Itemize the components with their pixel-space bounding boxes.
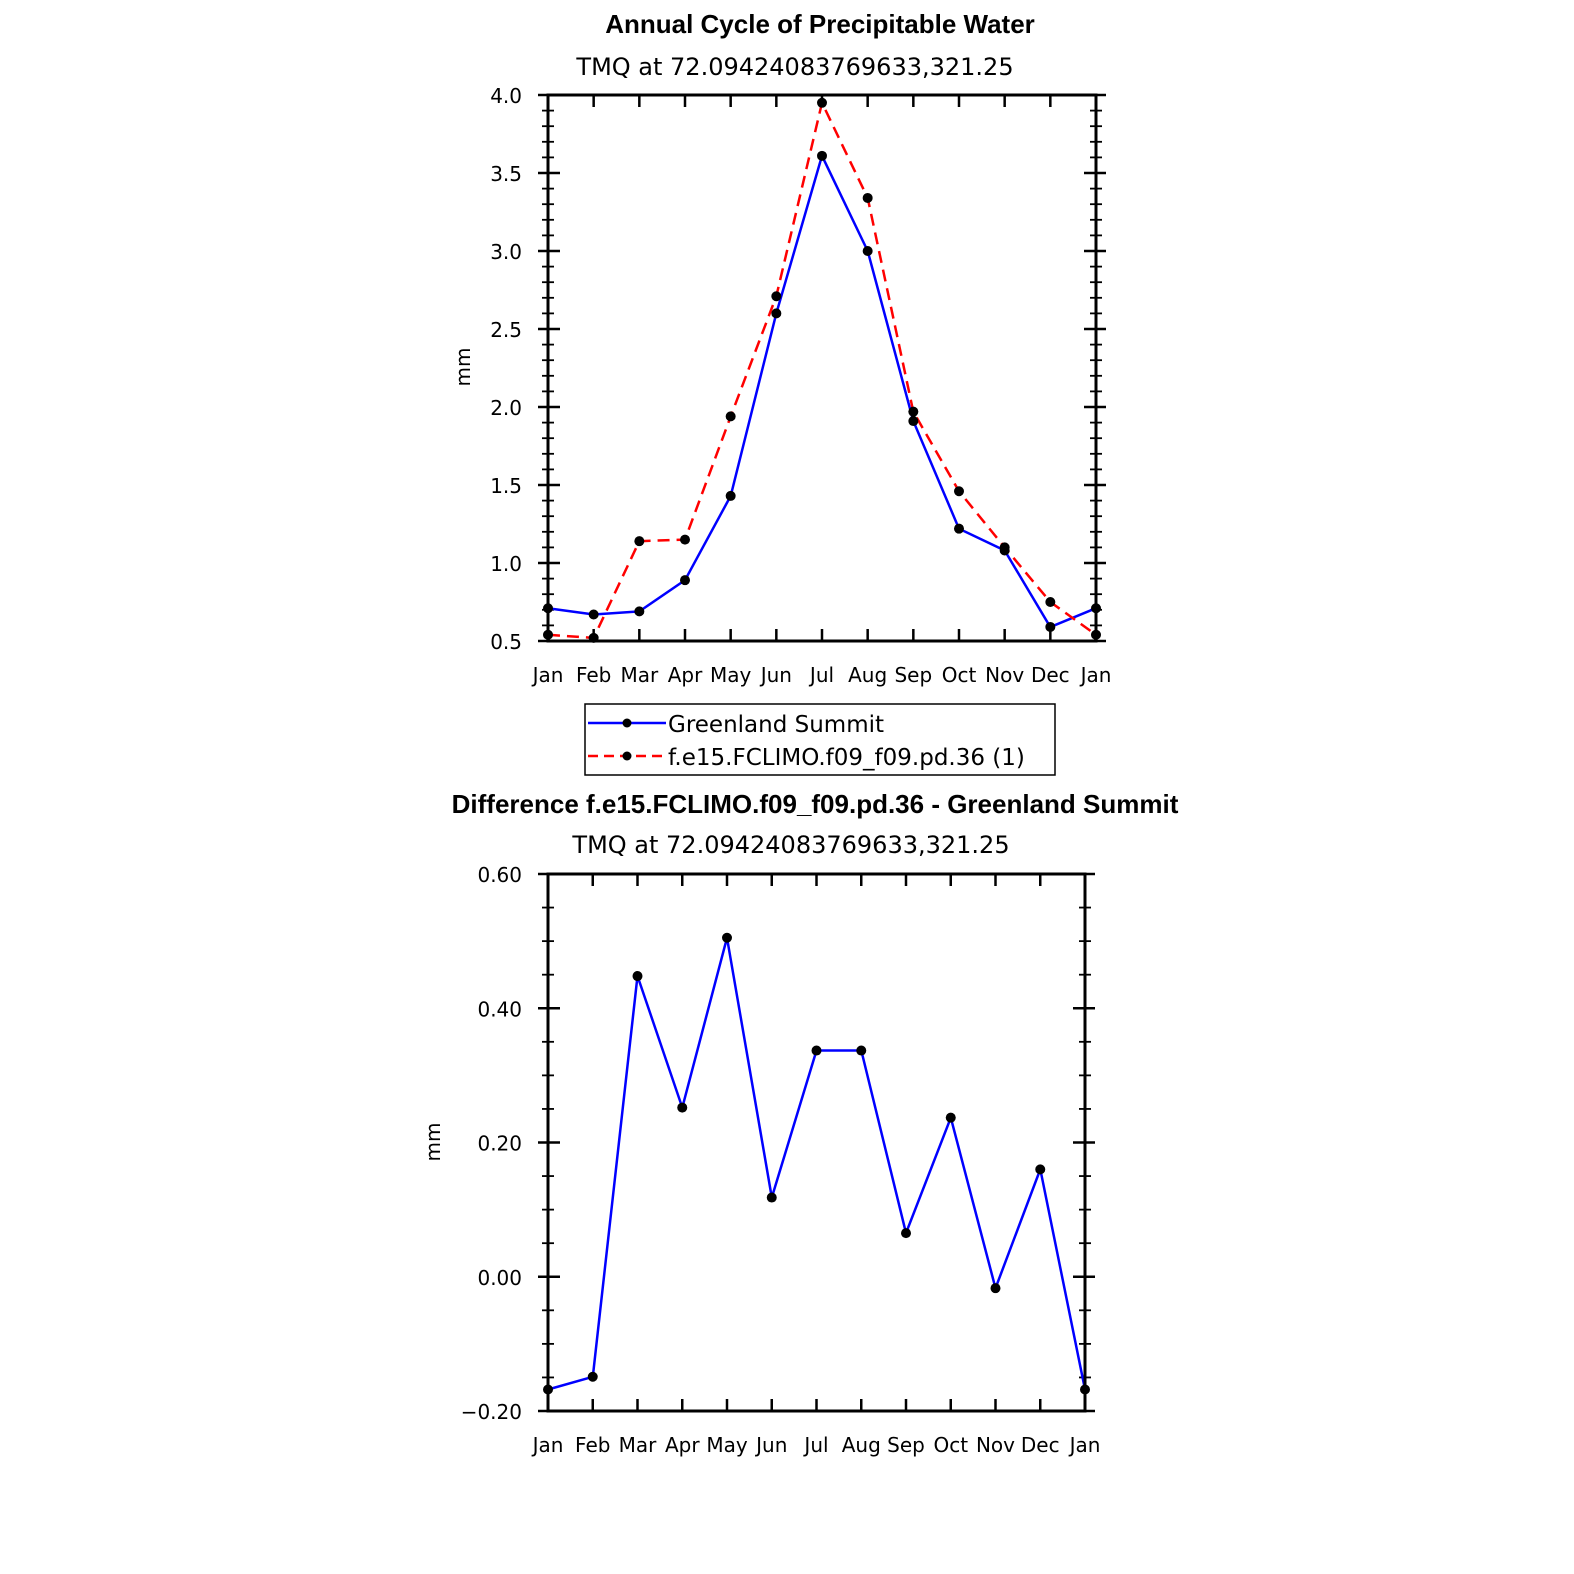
y-axis-label: mm (451, 348, 475, 387)
x-tick-label: Dec (1031, 663, 1070, 687)
x-tick-label: Jan (1079, 663, 1112, 687)
chart-subtitle: TMQ at 72.09424083769633,321.25 (571, 831, 1009, 859)
data-point (811, 1045, 822, 1056)
data-point (771, 308, 782, 319)
data-point (817, 150, 827, 161)
y-tick-label: −0.20 (461, 1400, 522, 1424)
y-tick-label: 3.0 (490, 240, 522, 264)
x-tick-label: Aug (842, 1433, 881, 1457)
data-point (1045, 621, 1056, 632)
x-tick-label: Jul (802, 1433, 828, 1457)
data-point (632, 971, 643, 982)
data-point (945, 1112, 956, 1123)
legend-marker (622, 718, 632, 728)
y-tick-label: 0.60 (477, 863, 522, 887)
x-tick-label: Dec (1021, 1433, 1060, 1457)
data-point (588, 609, 599, 620)
legend-box (584, 703, 1056, 776)
data-point (862, 192, 873, 203)
y-tick-label: 1.5 (490, 474, 522, 498)
chart-title: Difference f.e15.FCLIMO.f09_f09.pd.36 - … (452, 789, 1179, 819)
x-tick-label: May (710, 663, 752, 687)
x-tick-label: Oct (942, 663, 977, 687)
data-point (725, 411, 736, 422)
x-tick-label: Jun (754, 1433, 787, 1457)
data-point (680, 534, 690, 545)
legend-marker (622, 751, 632, 761)
chart-subtitle: TMQ at 72.09424083769633,321.25 (575, 53, 1013, 81)
x-tick-label: Jan (1068, 1433, 1101, 1457)
legend-label-model: f.e15.FCLIMO.f09_f09.pd.36 (1) (668, 745, 1025, 771)
data-point (634, 536, 645, 547)
x-tick-label: Nov (976, 1433, 1015, 1457)
x-tick-label: Sep (894, 663, 932, 687)
data-point (856, 1045, 867, 1056)
y-tick-label: 4.0 (490, 84, 522, 108)
x-tick-label: Nov (985, 663, 1024, 687)
data-point (908, 406, 919, 417)
x-tick-label: Mar (620, 663, 659, 687)
y-tick-label: 0.00 (477, 1266, 522, 1290)
data-point (1045, 597, 1056, 607)
chart-title: Annual Cycle of Precipitable Water (605, 9, 1035, 39)
difference-chart: Difference f.e15.FCLIMO.f09_f09.pd.36 - … (421, 789, 1179, 1457)
y-tick-label: 3.5 (490, 162, 522, 186)
y-tick-label: 2.5 (490, 318, 522, 342)
data-point (954, 523, 964, 534)
series-line-1 (547, 99, 1097, 640)
x-tick-label: Feb (576, 663, 611, 687)
x-tick-label: Mar (619, 1433, 658, 1457)
x-tick-label: Jul (808, 663, 834, 687)
x-tick-label: Apr (668, 663, 703, 687)
plot-frame (546, 93, 1098, 643)
x-tick-label: Sep (887, 1433, 925, 1457)
y-tick-label: 0.5 (490, 630, 522, 654)
series-line-0 (547, 152, 1097, 629)
data-point (677, 1102, 688, 1113)
data-point (954, 486, 964, 497)
x-tick-label: Oct (933, 1433, 968, 1457)
x-tick-label: Jun (759, 663, 792, 687)
data-point (999, 542, 1010, 553)
data-point (862, 246, 873, 256)
x-tick-label: Feb (575, 1433, 610, 1457)
y-axis-label: mm (421, 1123, 445, 1162)
legend-label-greenland-summit: Greenland Summit (668, 712, 884, 738)
data-point (771, 291, 782, 302)
data-point (725, 490, 736, 501)
legend: Greenland Summit f.e15.FCLIMO.f09_f09.pd… (584, 703, 1056, 776)
data-point (587, 1371, 598, 1382)
plot-frame (546, 872, 1087, 1413)
x-tick-label: Apr (665, 1433, 700, 1457)
x-tick-label: May (706, 1433, 748, 1457)
data-point (908, 416, 919, 427)
y-tick-label: 2.0 (490, 396, 522, 420)
data-point (817, 97, 827, 108)
data-point (722, 932, 732, 943)
data-point (634, 606, 645, 617)
data-point (990, 1283, 1001, 1294)
y-tick-label: 0.20 (477, 1132, 522, 1156)
x-tick-label: Aug (848, 663, 887, 687)
x-tick-label: Jan (531, 1433, 564, 1457)
y-tick-label: 0.40 (477, 997, 522, 1021)
data-point (680, 575, 690, 586)
data-point (1035, 1164, 1046, 1175)
y-tick-label: 1.0 (490, 552, 522, 576)
data-point (766, 1192, 777, 1203)
series-line-0 (547, 937, 1087, 1391)
x-tick-label: Jan (531, 663, 564, 687)
data-point (901, 1228, 911, 1239)
annual-cycle-chart: Annual Cycle of Precipitable Water TMQ a… (451, 9, 1111, 687)
